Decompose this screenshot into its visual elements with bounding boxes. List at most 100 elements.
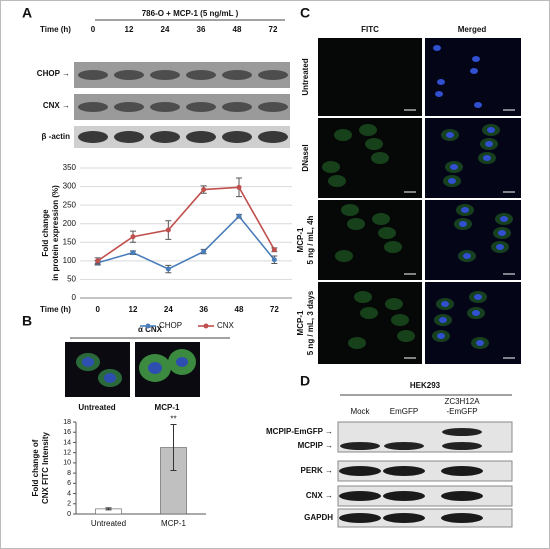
nucleus [448, 178, 456, 184]
y-tick-label: 100 [63, 256, 77, 265]
error-bar [170, 424, 177, 472]
cell [365, 138, 383, 150]
y-axis-title: CNX FITC Intensity [41, 431, 50, 504]
y-tick-label: 16 [63, 429, 71, 436]
marker [201, 249, 207, 255]
band [78, 131, 108, 143]
blots [337, 421, 513, 528]
band [150, 131, 180, 143]
nucleus [446, 132, 454, 138]
y-tick-label: 12 [63, 450, 71, 457]
nucleus [474, 294, 482, 300]
row-label: MCP-1 [296, 310, 305, 335]
y-tick-label: 300 [63, 182, 77, 191]
nucleus [487, 127, 495, 133]
legend-marker [145, 323, 151, 329]
blot-label: MCPIP-EmGFP → [266, 427, 333, 436]
column-label: FITC [361, 25, 379, 34]
y-tick-label: 50 [67, 275, 76, 284]
x-tick-label: 48 [235, 305, 244, 314]
band [383, 491, 425, 501]
marker [271, 247, 277, 253]
band [222, 131, 252, 143]
band [383, 466, 425, 476]
y-axis-title: in protein expression (%) [51, 185, 60, 281]
legend-label: CNX [217, 321, 235, 330]
nucleus [461, 207, 469, 213]
cell [335, 250, 353, 262]
y-tick-label: 0 [72, 293, 77, 302]
band [442, 442, 482, 450]
band [114, 131, 144, 143]
y-tick-label: 6 [67, 480, 71, 487]
band [339, 513, 381, 523]
panel-letter: A [22, 5, 32, 21]
panel-letter: B [22, 313, 32, 329]
nucleus [472, 56, 480, 62]
band [258, 70, 288, 80]
error-bar [105, 507, 112, 511]
cell [385, 298, 403, 310]
y-tick-label: 18 [63, 419, 71, 426]
x-tick-label: 24 [164, 305, 173, 314]
nucleus [176, 357, 188, 367]
nucleus [476, 340, 484, 346]
micrograph [425, 118, 521, 198]
nucleus [472, 310, 480, 316]
y-tick-label: 8 [67, 470, 71, 477]
time-point: 48 [233, 25, 242, 34]
nucleus [474, 102, 482, 108]
band [114, 102, 144, 112]
nucleus [483, 155, 491, 161]
marker [201, 187, 207, 193]
cell [341, 204, 359, 216]
y-tick-label: 250 [63, 200, 77, 209]
legend-label: CHOP [159, 321, 182, 330]
band [442, 428, 482, 436]
column-label: EmGFP [390, 407, 418, 416]
band [383, 513, 425, 523]
cell [348, 337, 366, 349]
series-line [97, 186, 276, 262]
panel-letter: D [300, 373, 310, 389]
cell [378, 227, 396, 239]
column-label: ZC3H12A [444, 397, 480, 406]
marker [271, 257, 277, 263]
cell [397, 330, 415, 342]
x-tick-label: 0 [95, 305, 100, 314]
micrograph [65, 342, 130, 397]
band [384, 442, 424, 450]
band [441, 466, 483, 476]
y-tick-label: 150 [63, 237, 77, 246]
blot-label: CNX → [43, 101, 70, 110]
cell [359, 124, 377, 136]
cell [372, 213, 390, 225]
band [222, 70, 252, 80]
annotation: ** [170, 415, 176, 424]
band [186, 131, 216, 143]
marker [95, 258, 101, 264]
y-tick-label: 4 [67, 490, 71, 497]
band [441, 513, 483, 523]
time-point: 0 [91, 25, 96, 34]
nucleus [485, 141, 493, 147]
x-tick-label: 36 [199, 305, 208, 314]
y-tick-label: 0 [67, 511, 71, 518]
panel-header: HEK293 [410, 381, 441, 390]
cell [360, 307, 378, 319]
micrograph [318, 200, 422, 280]
nucleus [148, 362, 162, 374]
y-tick-label: 2 [67, 501, 71, 508]
x-tick-label: 72 [270, 305, 279, 314]
nucleus [433, 45, 441, 51]
column-label: Merged [458, 25, 487, 34]
band [258, 131, 288, 143]
x-tick-label: MCP-1 [161, 519, 186, 528]
cell [391, 314, 409, 326]
row-label: Untreated [301, 58, 310, 95]
time-label: Time (h) [40, 25, 71, 34]
cell [334, 129, 352, 141]
band [340, 442, 380, 450]
